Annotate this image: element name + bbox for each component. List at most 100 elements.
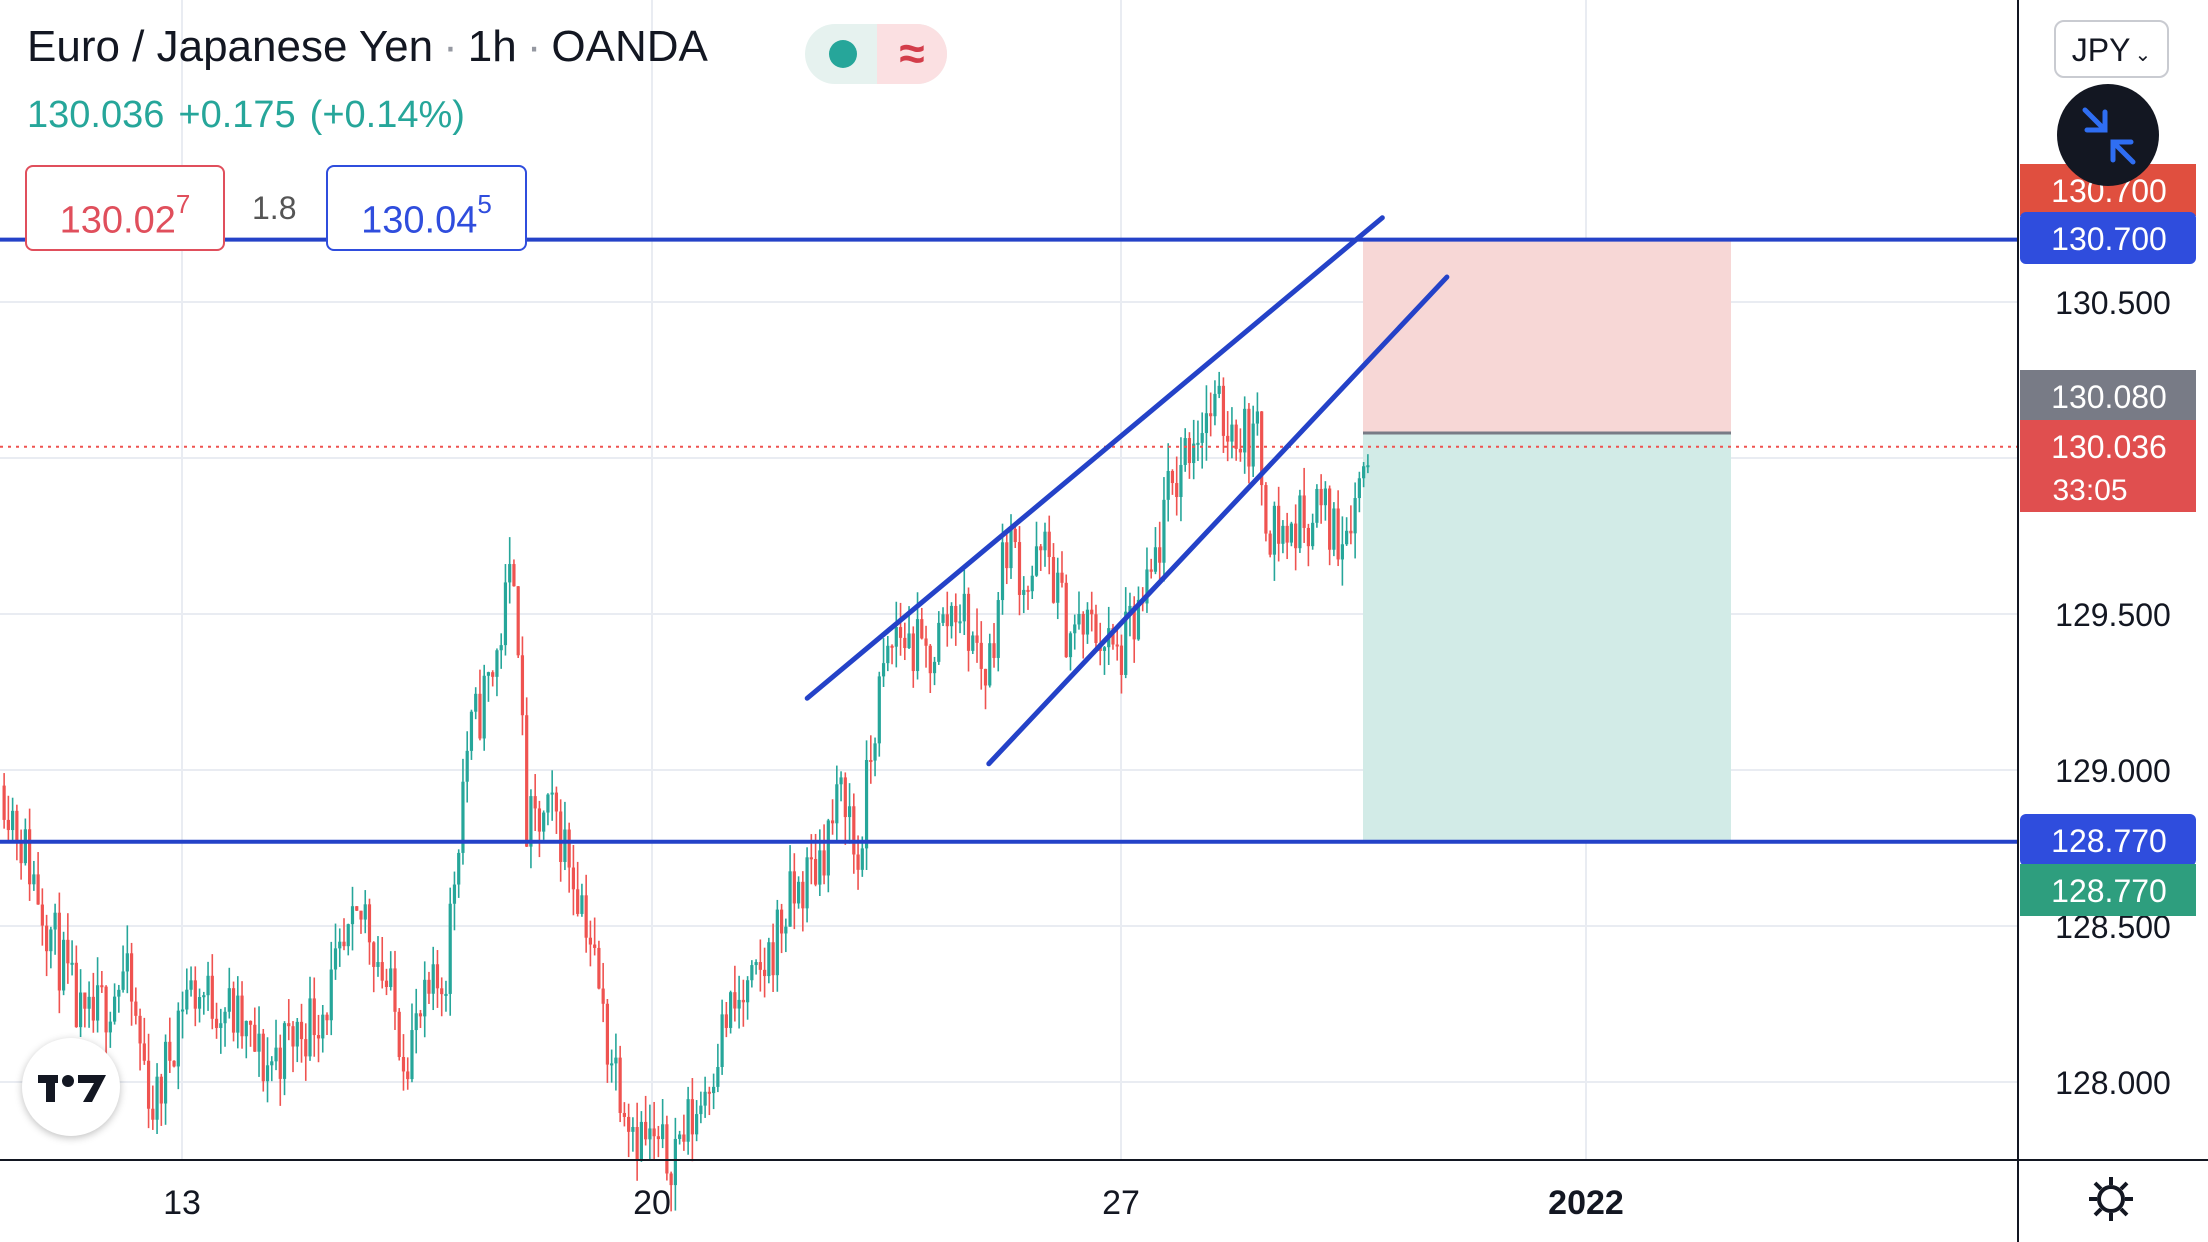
candle-body bbox=[886, 645, 890, 664]
candle-body bbox=[40, 904, 44, 926]
candle-body bbox=[1085, 609, 1090, 635]
candle-body bbox=[1073, 624, 1077, 634]
candle-body bbox=[367, 904, 372, 943]
candle-body bbox=[168, 1041, 172, 1061]
candle-body bbox=[151, 1108, 155, 1120]
candle-body bbox=[1026, 589, 1030, 592]
candle-body bbox=[49, 929, 53, 952]
candle-body bbox=[890, 645, 894, 648]
price-label-box bbox=[2020, 814, 2196, 866]
candle-body bbox=[163, 1041, 168, 1104]
candle-body bbox=[733, 992, 737, 1009]
candle-body bbox=[1005, 542, 1009, 569]
stop-loss-zone bbox=[1363, 239, 1731, 434]
candle-body bbox=[440, 988, 444, 995]
price-label-value: 128.770 bbox=[2051, 873, 2167, 909]
candle-body bbox=[1060, 572, 1064, 583]
candle-body bbox=[282, 1023, 287, 1079]
candle-body bbox=[775, 909, 779, 976]
currency-button[interactable]: JPY ⌄ bbox=[2054, 20, 2169, 78]
candle-body bbox=[240, 995, 244, 1037]
candle-body bbox=[100, 985, 104, 988]
candle-body bbox=[737, 999, 741, 1009]
candle-body bbox=[1281, 525, 1285, 544]
candle-body bbox=[1030, 575, 1034, 592]
candle-body bbox=[1221, 385, 1226, 436]
tradingview-logo-icon[interactable] bbox=[22, 1038, 120, 1136]
chevron-down-icon: ⌄ bbox=[2134, 44, 2152, 66]
candle-body bbox=[482, 675, 486, 739]
ask-price: 130.04 bbox=[361, 199, 478, 242]
candle-body bbox=[915, 619, 920, 672]
candle-body bbox=[563, 829, 567, 862]
candle-body bbox=[699, 1105, 703, 1115]
candle-body bbox=[669, 1173, 673, 1186]
ask-pip: 5 bbox=[477, 189, 492, 219]
candle-body bbox=[550, 792, 554, 795]
candle-body bbox=[788, 871, 792, 927]
candle-body bbox=[291, 1026, 295, 1047]
candle-body bbox=[1077, 614, 1081, 625]
price-tick-label: 128.000 bbox=[2055, 1065, 2171, 1101]
candle-body bbox=[1051, 557, 1056, 603]
candle-body bbox=[159, 1076, 163, 1104]
candle-body bbox=[333, 948, 338, 970]
last-price: 130.036 bbox=[27, 94, 165, 136]
candle-body bbox=[792, 871, 796, 904]
channel-lines[interactable] bbox=[804, 215, 1450, 767]
price-label-value: 130.036 bbox=[2051, 429, 2167, 465]
candle-body bbox=[971, 635, 975, 651]
bid-price: 130.02 bbox=[59, 199, 176, 242]
candle-body bbox=[639, 1121, 643, 1160]
candle-body bbox=[1302, 495, 1306, 528]
candle-body bbox=[87, 996, 91, 1009]
candle-body bbox=[1136, 599, 1141, 640]
candle-body bbox=[584, 895, 588, 938]
sell-button[interactable]: 130.027 bbox=[25, 165, 225, 251]
candle-body bbox=[576, 889, 580, 914]
candle-body bbox=[631, 1127, 635, 1132]
candle-body bbox=[457, 852, 461, 885]
symbol-header[interactable]: Euro / Japanese Yen · 1h · OANDA bbox=[27, 22, 708, 72]
separator: · bbox=[443, 22, 458, 71]
candle-body bbox=[6, 819, 10, 831]
candle-body bbox=[53, 912, 57, 930]
candle-body bbox=[231, 988, 236, 1033]
compress-arrows-icon[interactable] bbox=[2057, 84, 2159, 186]
candle-body bbox=[423, 979, 427, 1017]
candle-body bbox=[36, 874, 40, 905]
candle-body bbox=[1323, 488, 1327, 506]
candle-body bbox=[1132, 605, 1136, 640]
candle-body bbox=[112, 996, 117, 1022]
candle-body bbox=[958, 621, 962, 624]
candle-body bbox=[393, 968, 397, 1012]
candle-body bbox=[729, 992, 733, 1028]
candle-body bbox=[448, 903, 452, 994]
price-label-value: 130.080 bbox=[2051, 379, 2167, 415]
time-tick-label: 2022 bbox=[1548, 1184, 1624, 1222]
candle-body bbox=[856, 854, 860, 870]
buy-button[interactable]: 130.045 bbox=[326, 165, 527, 251]
market-status[interactable]: ≈ bbox=[805, 24, 947, 84]
candle-body bbox=[346, 924, 350, 947]
candle-body bbox=[796, 881, 801, 904]
price-label-value: 130.700 bbox=[2051, 221, 2167, 257]
candle-body bbox=[686, 1099, 690, 1142]
candle-body bbox=[1175, 483, 1179, 498]
interval[interactable]: 1h bbox=[467, 22, 517, 71]
price-change-percent: (+0.14%) bbox=[309, 94, 465, 136]
price-axis-labels: 130.700130.700130.080130.03633:05128.770… bbox=[2020, 164, 2196, 916]
candle-body bbox=[1183, 438, 1187, 465]
candle-body bbox=[898, 627, 903, 638]
candle-body bbox=[1166, 470, 1170, 500]
candle-body bbox=[435, 964, 440, 989]
candle-body bbox=[690, 1099, 694, 1135]
price-tick-label: 129.000 bbox=[2055, 753, 2171, 789]
candle-body bbox=[108, 1021, 112, 1033]
candle-body bbox=[762, 969, 767, 977]
gear-icon[interactable] bbox=[2086, 1174, 2136, 1224]
candle-body bbox=[682, 1134, 686, 1142]
candle-body bbox=[380, 962, 384, 981]
